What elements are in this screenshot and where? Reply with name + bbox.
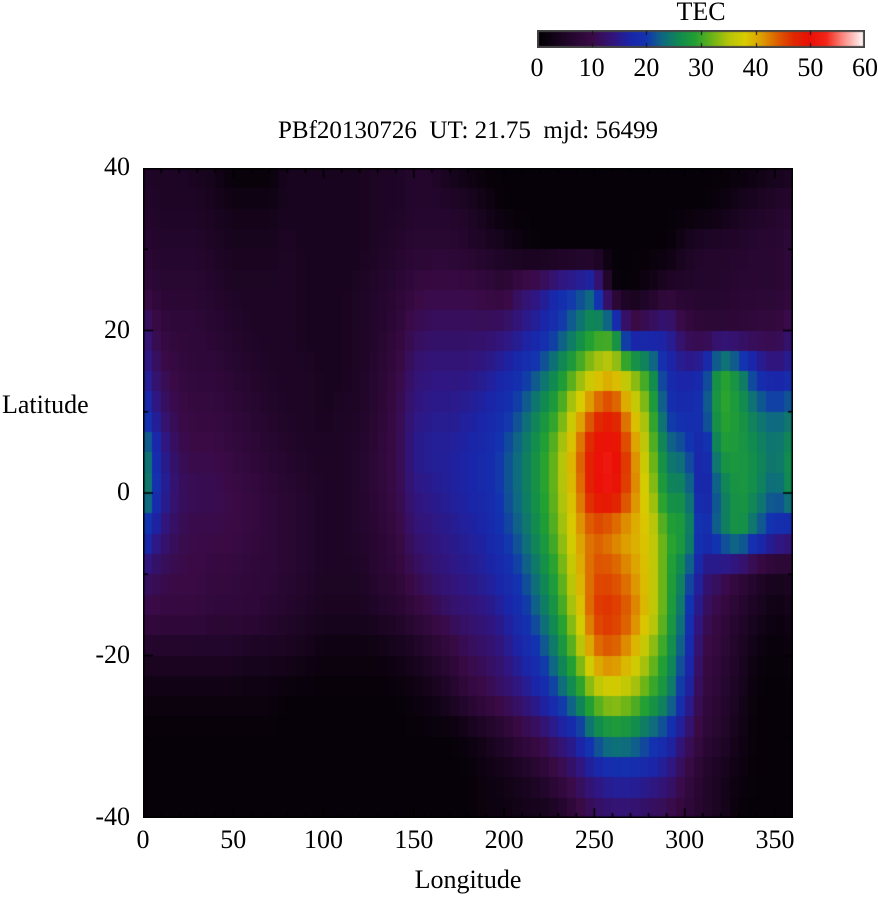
x-tick-label: 50 [220, 825, 247, 854]
y-tick-label: 40 [104, 152, 130, 181]
colorbar-tick-label: 0 [530, 53, 544, 82]
x-tick-label: 100 [304, 825, 344, 854]
x-tick-label: 250 [574, 825, 614, 854]
x-tick-label: 350 [755, 825, 795, 854]
colorbar-tick-label: 20 [633, 53, 660, 82]
x-tick-label: 300 [665, 825, 705, 854]
colorbar-tick-label: 60 [852, 53, 878, 82]
y-tick-label: -20 [95, 639, 130, 669]
y-tick-label: -40 [95, 802, 130, 831]
colorbar-tick-label: 40 [742, 53, 769, 82]
tec-heatmap [143, 168, 793, 818]
colorbar-gradient [537, 30, 865, 48]
y-tick-label: 20 [104, 314, 130, 344]
colorbar-tick-label: 10 [578, 53, 605, 82]
x-tick-label: 0 [136, 825, 150, 854]
y-axis-label: Latitude [2, 390, 89, 419]
y-tick-label: 0 [117, 477, 130, 506]
colorbar-tick-label: 50 [797, 53, 824, 82]
plot-title: PBf20130726 UT: 21.75 mjd: 56499 [277, 117, 659, 144]
x-tick-label: 150 [394, 825, 434, 854]
colorbar-tick-label: 30 [688, 53, 714, 82]
colorbar-title: TEC [676, 0, 726, 26]
x-tick-label: 200 [484, 825, 524, 854]
x-axis-label: Longitude [414, 865, 522, 894]
